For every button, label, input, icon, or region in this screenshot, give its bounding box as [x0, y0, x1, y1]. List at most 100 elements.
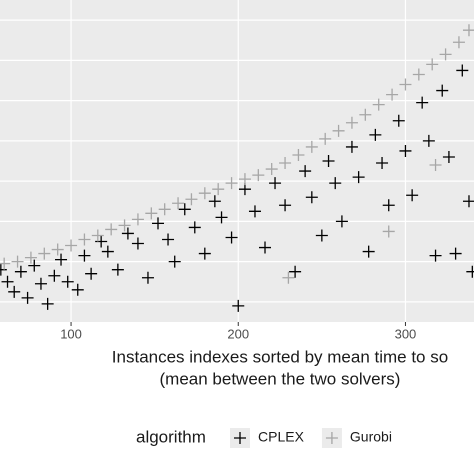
point — [145, 207, 158, 220]
point — [14, 265, 27, 278]
grid — [0, 0, 474, 322]
x-axis-label: Instances indexes sorted by mean time to… — [112, 347, 448, 366]
point — [78, 233, 91, 246]
point — [232, 299, 245, 312]
point — [185, 193, 198, 206]
point — [198, 247, 211, 260]
point — [152, 217, 164, 230]
point — [376, 157, 389, 170]
point — [429, 159, 442, 172]
point — [452, 36, 465, 49]
legend: algorithm CPLEX Gurobi — [136, 427, 392, 448]
point — [329, 177, 342, 190]
point — [279, 157, 292, 170]
point — [332, 124, 345, 137]
point — [386, 88, 399, 101]
point — [118, 219, 131, 232]
point — [28, 259, 41, 272]
point — [105, 223, 118, 236]
point — [456, 64, 469, 77]
point — [439, 48, 452, 61]
point — [359, 108, 372, 121]
point — [392, 114, 405, 127]
x-tick-label: 100 — [60, 326, 82, 341]
point — [1, 275, 14, 288]
point — [305, 140, 318, 153]
point — [8, 285, 21, 298]
point — [466, 265, 474, 278]
point — [71, 283, 84, 296]
point — [121, 227, 134, 240]
point — [265, 163, 278, 176]
point — [48, 269, 61, 282]
point — [38, 247, 51, 260]
point — [299, 165, 312, 178]
point — [215, 211, 228, 224]
point — [319, 132, 332, 145]
point — [462, 24, 474, 37]
point — [369, 128, 382, 141]
point — [91, 229, 104, 242]
point — [406, 189, 419, 202]
point — [131, 213, 144, 226]
point — [34, 277, 47, 290]
point — [168, 255, 181, 268]
point — [11, 255, 24, 268]
point — [131, 237, 144, 250]
point — [225, 177, 238, 190]
point — [141, 271, 154, 284]
point — [111, 263, 124, 276]
point — [322, 155, 335, 167]
point — [279, 199, 292, 212]
point — [422, 134, 435, 147]
point — [305, 191, 318, 204]
point — [55, 253, 68, 266]
point — [225, 231, 238, 244]
points — [0, 24, 474, 312]
panel — [0, 0, 474, 322]
point — [78, 249, 91, 262]
point — [292, 148, 305, 161]
point — [198, 187, 211, 200]
point — [449, 247, 462, 260]
point — [212, 183, 225, 196]
legend-title: algorithm — [136, 427, 206, 446]
point — [315, 229, 328, 242]
point — [382, 199, 395, 212]
x-tick-label: 200 — [227, 326, 249, 341]
point — [172, 197, 185, 210]
point — [345, 116, 358, 129]
point — [51, 243, 64, 256]
point — [248, 205, 261, 218]
point — [345, 140, 358, 153]
point — [372, 98, 385, 111]
point — [188, 221, 201, 234]
point — [282, 271, 295, 284]
point — [0, 263, 7, 276]
point — [158, 203, 171, 216]
point — [65, 239, 78, 252]
point — [0, 257, 11, 270]
point — [101, 245, 114, 258]
point — [24, 251, 37, 264]
point — [399, 144, 412, 157]
point — [426, 58, 439, 71]
point — [85, 267, 98, 280]
point — [61, 275, 74, 288]
point — [416, 96, 429, 109]
point — [412, 68, 425, 81]
point — [442, 150, 455, 163]
point — [352, 171, 365, 184]
point — [382, 225, 395, 238]
point — [436, 84, 449, 97]
point — [399, 78, 412, 91]
point — [269, 177, 282, 190]
x-tick-label: 300 — [395, 326, 417, 341]
point — [429, 249, 442, 262]
legend-symbol — [234, 432, 246, 444]
point — [162, 233, 175, 246]
legend-symbol — [325, 432, 338, 444]
point — [252, 169, 265, 182]
legend-label: CPLEX — [258, 429, 305, 445]
